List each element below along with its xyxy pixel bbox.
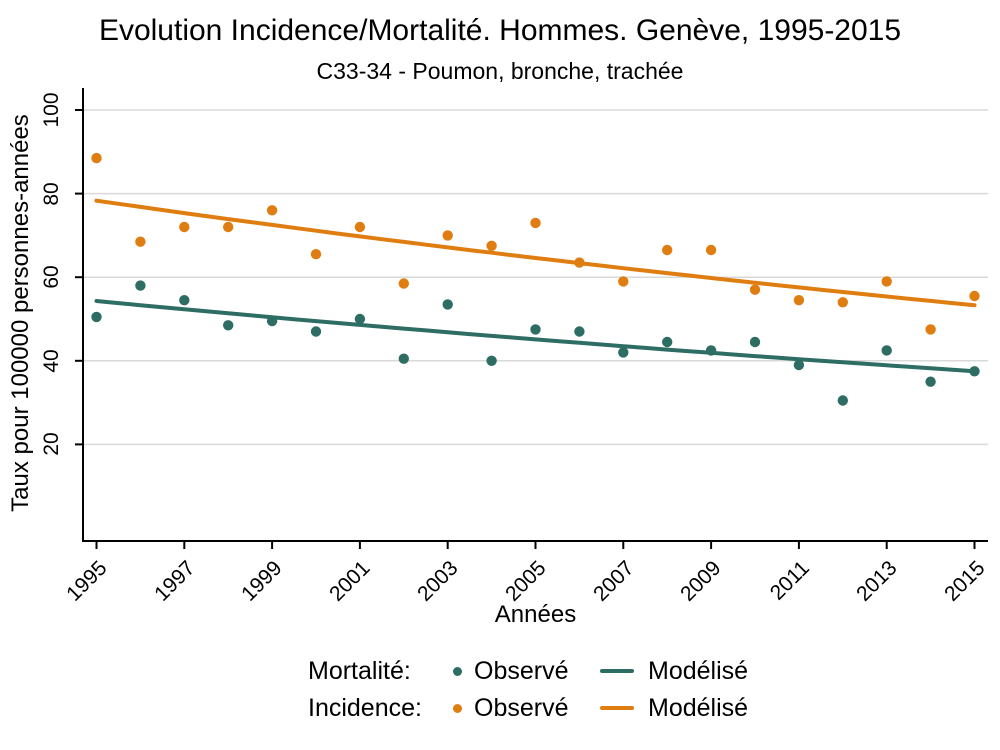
chart-subtitle: C33-34 - Poumon, bronche, trachée xyxy=(316,58,684,84)
incidence-observed-point xyxy=(925,324,936,335)
legend-row-incidence: Incidence: Observé Modélisé xyxy=(308,693,758,723)
legend-observed-label-mortality: Observé xyxy=(474,657,569,685)
mortality-observed-point xyxy=(574,326,585,337)
mortality-observed-point xyxy=(662,336,673,348)
incidence-modeled-line-icon xyxy=(600,706,634,710)
mortality-observed-point xyxy=(925,376,936,387)
y-tick-label: 60 xyxy=(40,265,63,289)
incidence-observed-point xyxy=(486,240,497,251)
legend-marker-cell xyxy=(586,706,648,710)
mortality-observed-point xyxy=(881,345,892,356)
incidence-observed-point xyxy=(793,295,805,306)
mortality-observed-point xyxy=(837,395,848,406)
legend-marker-cell xyxy=(440,703,474,713)
incidence-observed-point xyxy=(618,276,629,287)
y-tick-label: 100 xyxy=(40,92,63,128)
legend: Mortalité: Observé Modélisé Incidence: O… xyxy=(308,656,758,723)
mortality-observed-point xyxy=(486,355,497,366)
mortality-observed-point xyxy=(91,311,102,323)
legend-marker-cell xyxy=(440,666,474,676)
legend-row-mortality: Mortalité: Observé Modélisé xyxy=(308,656,758,686)
incidence-modeled-trend-line xyxy=(94,198,977,308)
incidence-observed-point xyxy=(266,205,278,216)
mortality-observed-point xyxy=(310,326,322,337)
y-tick-label: 20 xyxy=(40,432,63,457)
legend-modeled-label-incidence: Modélisé xyxy=(648,694,749,722)
incidence-observed-point xyxy=(179,221,190,233)
y-tick-label: 80 xyxy=(40,181,63,206)
mortality-observed-point xyxy=(749,336,761,348)
legend-observed-label-incidence: Observé xyxy=(474,694,569,722)
incidence-observed-point xyxy=(705,244,717,256)
incidence-observed-point xyxy=(837,297,848,308)
mortality-observed-point xyxy=(398,353,409,364)
y-tick-label: 40 xyxy=(40,349,63,373)
incidence-observed-point xyxy=(135,236,146,247)
mortality-observed-dot-icon xyxy=(452,666,462,676)
legend-series-label-mortality: Mortalité: xyxy=(308,657,411,685)
incidence-observed-point xyxy=(530,217,541,229)
incidence-observed-dot-icon xyxy=(452,703,462,713)
incidence-observed-point xyxy=(310,249,322,260)
legend-series-label-incidence: Incidence: xyxy=(308,694,422,722)
legend-modeled-label-mortality: Modélisé xyxy=(648,657,749,685)
mortality-observed-point xyxy=(530,324,541,335)
y-axis-label: Taux pour 100000 personnes-années xyxy=(7,114,34,512)
mortality-observed-point xyxy=(793,359,805,371)
incidence-observed-point xyxy=(91,152,102,164)
incidence-observed-point xyxy=(881,276,892,287)
incidence-observed-point xyxy=(969,290,980,302)
incidence-observed-point xyxy=(354,221,366,233)
mortality-modeled-trend-line xyxy=(94,299,977,374)
mortality-observed-point xyxy=(179,295,190,306)
incidence-observed-point xyxy=(749,284,761,295)
legend-marker-cell xyxy=(586,669,648,673)
plot-canvas xyxy=(75,88,988,549)
mortality-observed-point xyxy=(442,299,453,310)
mortality-observed-point xyxy=(618,347,629,358)
mortality-observed-point xyxy=(223,320,234,331)
mortality-modeled-line-icon xyxy=(600,669,634,673)
mortality-observed-point xyxy=(135,280,146,291)
incidence-observed-point xyxy=(398,278,409,289)
mortality-observed-point xyxy=(354,313,366,325)
incidence-observed-point xyxy=(442,230,453,241)
incidence-observed-point xyxy=(662,244,673,256)
incidence-observed-point xyxy=(223,221,234,233)
x-axis-label: Années xyxy=(494,601,577,628)
chart-title: Evolution Incidence/Mortalité. Hommes. G… xyxy=(98,14,902,47)
